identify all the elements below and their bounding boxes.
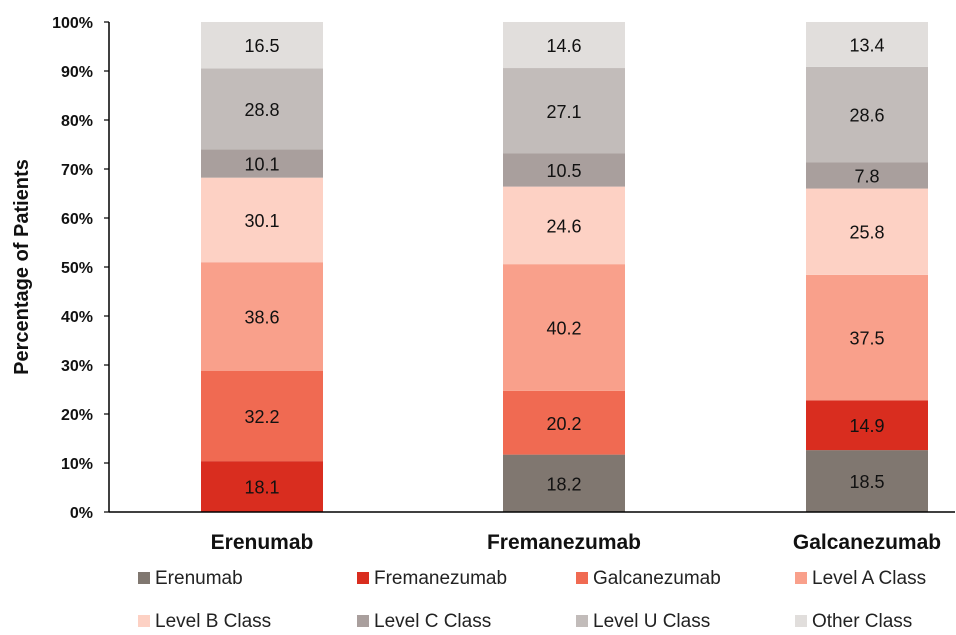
data-label: 20.2 <box>546 414 581 434</box>
y-tick-label: 80% <box>61 113 93 130</box>
bar-segment <box>503 153 625 187</box>
legend-label: Level B Class <box>155 611 271 632</box>
bar-segment <box>201 370 323 462</box>
bars: 18.1 32.2 38.6 30.1 10.1 28.8 16.5 18.2 20.2 40.2… <box>201 22 928 512</box>
bar-segment <box>201 262 323 371</box>
category-label: Fremanezumab <box>487 531 641 554</box>
data-label: 37.5 <box>849 329 884 349</box>
legend-label: Other Class <box>812 611 912 632</box>
data-label: 14.6 <box>546 36 581 56</box>
data-label: 10.1 <box>244 154 279 174</box>
y-tick-label: 100% <box>52 15 93 32</box>
data-label: 27.1 <box>546 102 581 122</box>
y-tick-label: 10% <box>61 456 93 473</box>
y-axis-label: Percentage of Patients <box>11 159 33 375</box>
y-tick-label: 50% <box>61 260 93 277</box>
data-label: 16.5 <box>244 36 279 56</box>
category-label: Galcanezumab <box>793 531 941 554</box>
data-label: 38.6 <box>244 307 279 327</box>
y-tick-label: 40% <box>61 309 93 326</box>
y-axis: 0% 10% 20% 30% 40% 50% 60% 70% 80% 90% 100% <box>52 15 110 522</box>
bar-segment <box>806 162 928 189</box>
legend-label: Level U Class <box>593 611 710 632</box>
category-label: Erenumab <box>211 531 314 554</box>
y-tick-label: 70% <box>61 162 93 179</box>
data-label: 18.1 <box>244 478 279 498</box>
y-tick-label: 20% <box>61 407 93 424</box>
bar-segment <box>806 188 928 275</box>
legend-label: Fremanezumab <box>374 568 507 589</box>
legend-swatch <box>357 572 369 584</box>
data-label: 18.2 <box>546 474 581 494</box>
data-label: 14.9 <box>849 416 884 436</box>
data-label: 24.6 <box>546 216 581 236</box>
bar-segment <box>503 68 625 154</box>
legend-label: Level C Class <box>374 611 491 632</box>
data-label: 25.8 <box>849 223 884 243</box>
legend-swatch <box>576 572 588 584</box>
bar-segment <box>806 22 928 67</box>
y-tick-label: 0% <box>70 505 93 522</box>
legend-swatch <box>357 615 369 627</box>
bar-segment <box>201 68 323 150</box>
bar-segment <box>806 400 928 451</box>
legend-swatch <box>138 615 150 627</box>
data-label: 7.8 <box>854 167 879 187</box>
bar-segment <box>503 264 625 391</box>
category-labels: Erenumab Fremanezumab Galcanezumab <box>211 531 941 554</box>
legend-swatch <box>576 615 588 627</box>
data-label: 10.5 <box>546 161 581 181</box>
y-tick-label: 30% <box>61 358 93 375</box>
legend-label: Galcanezumab <box>593 568 721 589</box>
data-label: 32.2 <box>244 407 279 427</box>
bar-segment <box>806 274 928 401</box>
bar-segment <box>201 149 323 178</box>
data-label: 28.6 <box>849 106 884 126</box>
bar-segment <box>806 450 928 512</box>
legend-label: Level A Class <box>812 568 926 589</box>
bar-segment <box>806 66 928 163</box>
data-label: 40.2 <box>546 319 581 339</box>
bar-segment <box>503 22 625 69</box>
bar-segment <box>503 454 625 512</box>
bar-segment <box>503 390 625 455</box>
data-label: 28.8 <box>244 100 279 120</box>
data-label: 13.4 <box>849 35 884 55</box>
data-label: 30.1 <box>244 211 279 231</box>
y-tick-label: 90% <box>61 64 93 81</box>
legend-swatch <box>138 572 150 584</box>
legend-label: Erenumab <box>155 568 243 589</box>
bar-segment <box>201 177 323 263</box>
data-label: 18.5 <box>849 472 884 492</box>
bar-segment <box>201 22 323 69</box>
legend: Erenumab Fremanezumab Galcanezumab Level A … <box>138 568 926 632</box>
legend-swatch <box>795 572 807 584</box>
y-tick-label: 60% <box>61 211 93 228</box>
bar-segment <box>201 461 323 512</box>
legend-swatch <box>795 615 807 627</box>
bar-segment <box>503 186 625 265</box>
